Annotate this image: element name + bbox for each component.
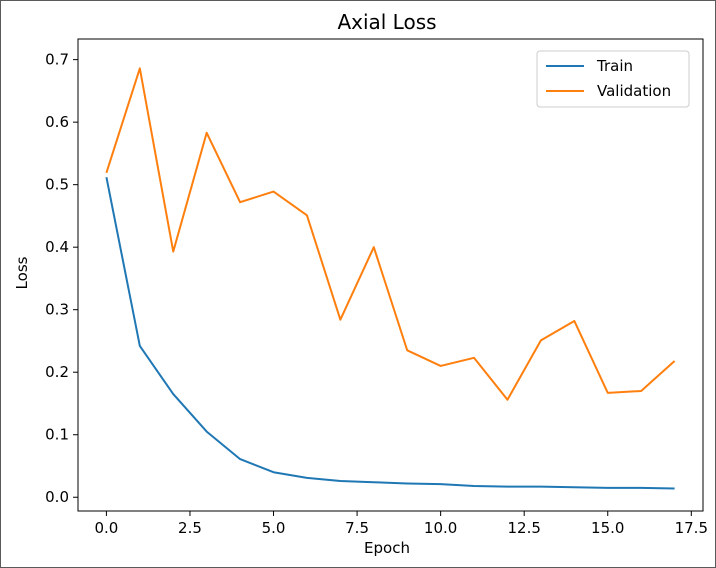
x-axis-ticks: 0.0 2.5 5.0 7.5 10.0 12.5 15.0 17.5 [94,511,708,537]
y-tick-label: 0.2 [45,363,69,381]
x-tick-label: 12.5 [507,519,540,537]
legend: Train Validation [536,50,690,108]
legend-label-train: Train [596,57,633,75]
y-tick-label: 0.3 [45,301,69,319]
series-layer [105,67,676,490]
y-tick-label: 0.6 [45,113,69,131]
axes-frame [77,38,704,512]
x-tick-label: 5.0 [262,519,286,537]
y-tick-label: 0.1 [45,426,69,444]
plot-area [77,38,704,512]
y-tick-label: 0.0 [45,488,69,506]
y-tick-label: 0.7 [45,51,69,69]
y-tick-label: 0.4 [45,238,69,256]
y-axis-label: Loss [13,256,31,289]
x-tick-label: 0.0 [94,519,118,537]
x-tick-label: 10.0 [424,519,457,537]
x-axis-label: Epoch [364,539,410,557]
x-tick-label: 17.5 [675,519,708,537]
y-axis-ticks: 0.0 0.1 0.2 0.3 0.4 0.5 0.6 0.7 [45,51,78,506]
y-tick-label: 0.5 [45,176,69,194]
legend-label-validation: Validation [597,82,671,100]
x-tick-label: 2.5 [178,519,202,537]
series-line-train [105,176,675,490]
x-tick-label: 15.0 [591,519,624,537]
x-tick-label: 7.5 [345,519,369,537]
chart-title: Axial Loss [337,10,436,34]
series-line-validation [105,67,676,401]
